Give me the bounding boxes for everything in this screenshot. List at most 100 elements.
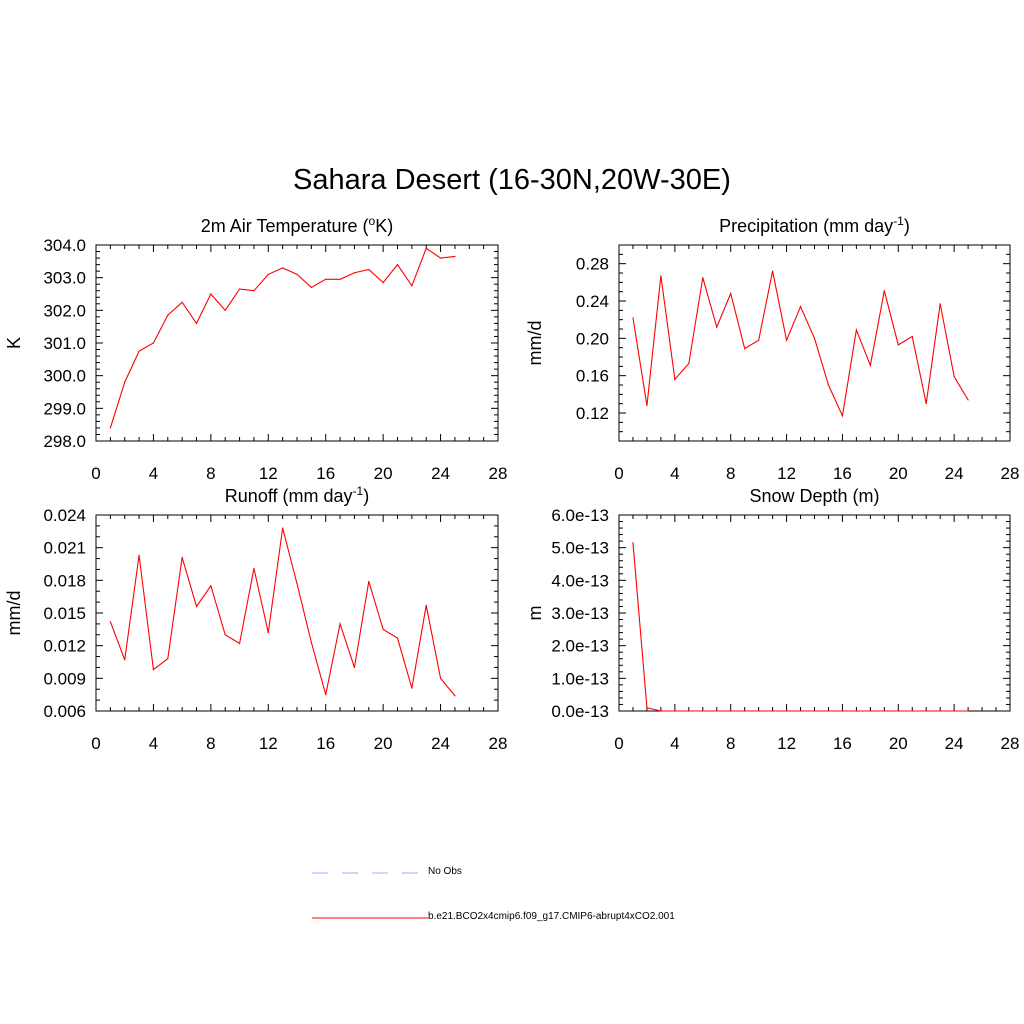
legend-swatch-solid <box>312 917 428 919</box>
data-point <box>674 378 676 380</box>
data-point <box>883 710 885 712</box>
x-tick-label: 16 <box>833 464 852 483</box>
data-point <box>758 710 760 712</box>
y-axis-label: mm/d <box>525 321 545 366</box>
y-tick-label: 0.28 <box>576 255 609 274</box>
data-point <box>799 710 802 712</box>
data-point <box>253 567 255 569</box>
data-point <box>382 628 384 630</box>
y-tick-label: 0.006 <box>43 702 86 721</box>
y-tick-label: 0.015 <box>43 604 86 623</box>
data-point <box>396 637 399 639</box>
data-point <box>109 427 111 429</box>
data-point <box>368 580 370 583</box>
x-tick-label: 24 <box>945 464 964 483</box>
x-tick-label: 0 <box>91 464 100 483</box>
x-tick-label: 0 <box>614 734 623 753</box>
data-point <box>353 272 356 274</box>
data-point <box>772 710 774 712</box>
panel-title: 2m Air Temperature (oK) <box>201 214 393 236</box>
data-point <box>772 270 774 272</box>
x-tick-label: 4 <box>670 464 679 483</box>
x-tick-label: 28 <box>489 734 508 753</box>
data-point <box>167 314 169 316</box>
panel-title: Precipitation (mm day-1) <box>719 214 910 236</box>
x-tick-label: 12 <box>259 464 278 483</box>
y-tick-label: 304.0 <box>43 236 86 255</box>
x-tick-label: 28 <box>1001 734 1020 753</box>
series-line <box>632 542 969 712</box>
data-point <box>827 384 830 386</box>
data-point <box>632 542 634 544</box>
y-axis-label: m <box>525 606 545 621</box>
data-point <box>785 339 788 341</box>
data-point <box>195 322 198 324</box>
data-point <box>152 342 155 344</box>
data-point <box>744 348 746 350</box>
data-point <box>339 623 341 625</box>
data-point <box>688 710 690 712</box>
x-tick-label: 8 <box>206 734 215 753</box>
chart-temperature: 0 4 8 12 16 20 24 28 298.0 299.0 300.0 301.0 302.0 30… <box>4 214 507 483</box>
x-tick-label: 20 <box>374 734 393 753</box>
data-point <box>925 403 927 405</box>
data-point <box>224 309 226 311</box>
series-line <box>109 247 455 429</box>
data-point <box>967 399 969 401</box>
y-tick-label: 302.0 <box>43 301 86 320</box>
x-tick-label: 24 <box>431 734 450 753</box>
x-tick-label: 24 <box>945 734 964 753</box>
data-point <box>325 278 327 280</box>
y-tick-label: 299.0 <box>43 399 86 418</box>
y-tick-label: 301.0 <box>43 334 86 353</box>
x-tick-label: 0 <box>614 464 623 483</box>
data-point <box>382 281 384 284</box>
data-point <box>439 677 442 679</box>
x-tick-label: 12 <box>259 734 278 753</box>
plot-frame <box>618 514 1011 712</box>
legend-label-model: b.e21.BCO2x4cmip6.f09_g17.CMIP6-abrupt4x… <box>428 911 675 922</box>
series-line <box>632 271 969 418</box>
y-axis-label: K <box>4 337 24 349</box>
data-point <box>138 554 140 556</box>
x-tick-label: 24 <box>431 464 450 483</box>
y-tick-label: 300.0 <box>43 367 86 386</box>
data-point <box>688 362 690 365</box>
data-point <box>646 404 648 407</box>
y-tick-label: 0.24 <box>576 292 609 311</box>
data-point <box>646 707 648 709</box>
y-tick-label: 6.0e-13 <box>551 506 609 525</box>
data-point <box>411 687 413 689</box>
chart-snow-depth: 0 4 8 12 16 20 24 28 0.0e-13 1.0e-13 2.0e-13 3.0e-1… <box>525 486 1019 753</box>
data-point <box>282 527 284 529</box>
panel-title: Runoff (mm day-1) <box>225 484 369 506</box>
data-point <box>310 286 312 289</box>
data-point <box>799 306 802 308</box>
data-point <box>353 666 356 669</box>
x-tick-label: 8 <box>726 464 735 483</box>
x-tick-label: 28 <box>489 464 508 483</box>
data-point <box>897 344 899 346</box>
y-tick-label: 2.0e-13 <box>551 637 609 656</box>
data-point <box>425 247 427 249</box>
series-line <box>109 527 456 697</box>
data-point <box>310 641 312 644</box>
data-point <box>339 278 341 280</box>
data-point <box>883 290 885 292</box>
data-point <box>702 277 704 279</box>
y-tick-label: 303.0 <box>43 269 86 288</box>
data-point <box>267 273 269 275</box>
plot-frame <box>95 514 499 712</box>
data-point <box>124 381 126 383</box>
data-point <box>869 364 871 366</box>
data-point <box>411 285 413 287</box>
data-point <box>702 710 704 712</box>
data-point <box>238 642 241 645</box>
data-point <box>296 273 298 275</box>
y-tick-label: 0.20 <box>576 329 609 348</box>
data-point <box>238 288 241 290</box>
x-tick-label: 12 <box>777 734 796 753</box>
chart-precipitation: 0 4 8 12 16 20 24 28 0.12 0.16 0.20 0.24 0.28 Precipi… <box>525 214 1019 483</box>
data-point <box>181 301 183 303</box>
